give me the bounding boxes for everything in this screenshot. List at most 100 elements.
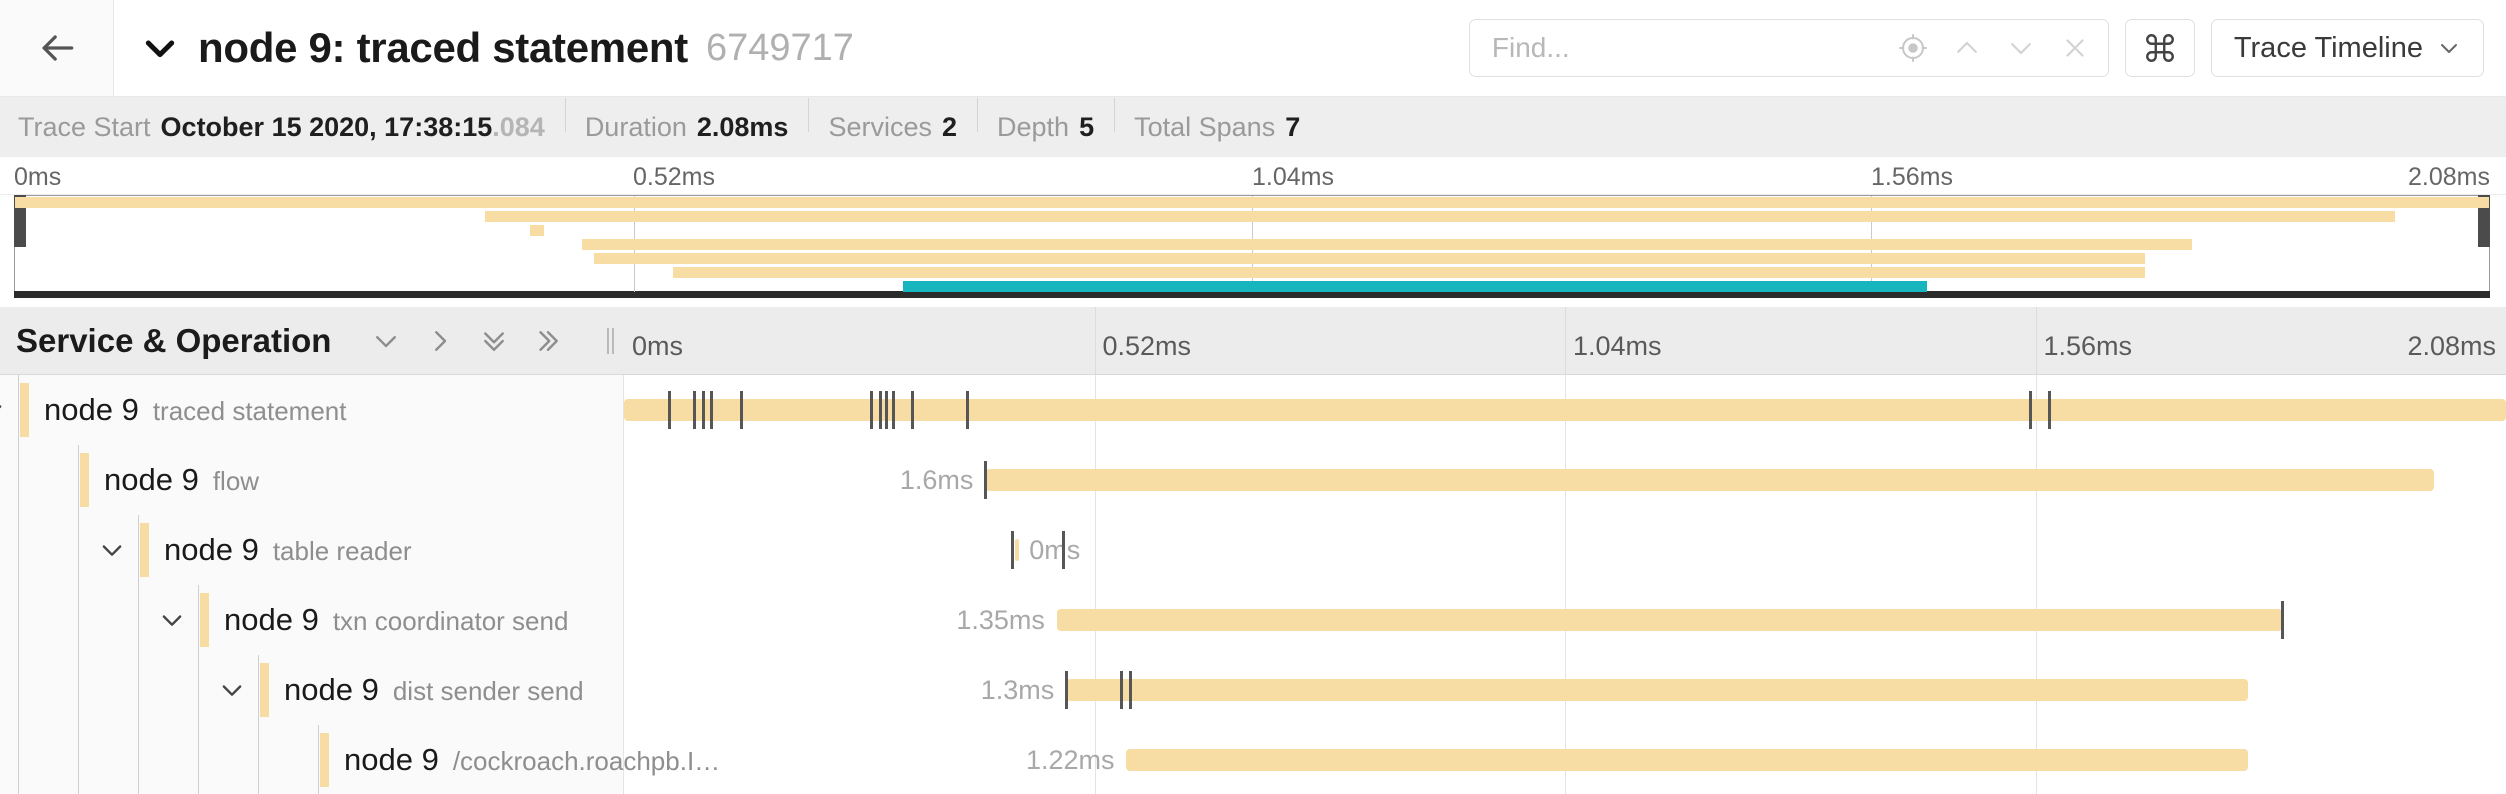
- keyboard-shortcuts-button[interactable]: [2124, 19, 2195, 77]
- span-log-marker[interactable]: [910, 391, 914, 429]
- indent-guide: [198, 585, 199, 655]
- indent-guide: [138, 725, 139, 794]
- timeline-tick-label: 1.04ms: [1573, 331, 1662, 361]
- span-name-cell[interactable]: node 9/cockroach.roachpb.I…: [0, 725, 720, 794]
- span-expand-toggle[interactable]: [94, 532, 130, 568]
- span-name-cell[interactable]: node 9 txn coordinator send: [0, 585, 624, 655]
- summary-key: Depth: [997, 111, 1070, 142]
- span-label-group: node 9 dist sender send: [284, 672, 584, 708]
- expand-all-icon[interactable]: [475, 322, 513, 360]
- indent-guide: [78, 515, 79, 585]
- chevron-down-icon: [0, 405, 2, 409]
- table-row[interactable]: node 9 txn coordinator send 1.35ms: [0, 585, 2506, 655]
- span-log-marker[interactable]: [739, 391, 743, 429]
- span-log-marker[interactable]: [709, 391, 713, 429]
- span-duration-label: 0ms: [1029, 535, 1081, 565]
- span-log-marker[interactable]: [2047, 391, 2051, 429]
- timeline-tick-label: 0.52ms: [1102, 331, 1192, 361]
- span-log-marker[interactable]: [965, 391, 969, 429]
- span-duration-bar[interactable]: [985, 469, 2435, 491]
- indent-guide: [138, 585, 139, 655]
- table-row[interactable]: node 9 dist sender send 1.3ms: [0, 655, 2506, 725]
- span-duration-label: 1.3ms: [980, 675, 1055, 705]
- next-match-button[interactable]: [1996, 23, 2046, 73]
- span-bar-cell[interactable]: [624, 375, 2506, 445]
- span-log-marker[interactable]: [984, 461, 988, 499]
- span-name-cell[interactable]: node 9 flow: [0, 445, 624, 515]
- span-label-group: node 9 txn coordinator send: [224, 602, 568, 638]
- arrow-left-icon: [42, 35, 73, 61]
- expand-one-icon[interactable]: [367, 322, 405, 360]
- span-log-marker[interactable]: [1065, 671, 1069, 709]
- summary-key: Trace Start: [18, 111, 151, 142]
- summary-value: 7: [1285, 111, 1301, 142]
- column-resize-handle[interactable]: [607, 327, 614, 354]
- span-duration-bar[interactable]: [1056, 609, 2283, 631]
- span-log-marker[interactable]: [1010, 531, 1014, 569]
- span-log-marker[interactable]: [869, 391, 873, 429]
- indent-guide: [18, 515, 19, 585]
- chevron-down-icon: [162, 615, 182, 626]
- minimap-viewport[interactable]: [14, 195, 2490, 298]
- table-row[interactable]: node 9 traced statement: [0, 375, 2506, 445]
- crosshair-icon: [1899, 34, 1927, 62]
- chevron-down-icon: [222, 685, 242, 696]
- back-button[interactable]: [0, 0, 114, 96]
- minimap-drag-handle-left[interactable]: [14, 195, 26, 247]
- table-row[interactable]: node 9 flow 1.6ms: [0, 445, 2506, 515]
- prev-match-button[interactable]: [1942, 23, 1992, 73]
- span-log-marker[interactable]: [878, 391, 882, 429]
- timeline-tick-label: 2.08ms: [2407, 331, 2496, 361]
- collapse-one-icon[interactable]: [421, 322, 459, 360]
- timeline-tick-row: 0ms 0.52ms 1.04ms 1.56ms 2.08ms: [624, 307, 2506, 374]
- span-name-cell[interactable]: node 9 traced statement: [0, 375, 624, 445]
- trace-collapse-toggle[interactable]: [140, 28, 180, 68]
- minimap-drag-handle-right[interactable]: [2478, 195, 2490, 247]
- minimap-span-bar: [529, 225, 545, 236]
- span-log-marker[interactable]: [2281, 601, 2285, 639]
- span-expand-toggle[interactable]: [0, 392, 10, 428]
- span-log-marker[interactable]: [668, 391, 672, 429]
- span-color-swatch: [260, 663, 269, 717]
- span-duration-bar[interactable]: [1126, 749, 2249, 771]
- minimap-span-bar: [15, 197, 2489, 208]
- find-tools: [1888, 23, 2108, 73]
- command-icon: [2145, 34, 2174, 62]
- span-duration-label: 1.35ms: [956, 605, 1045, 635]
- clear-search-button[interactable]: [2050, 23, 2100, 73]
- span-bar-cell[interactable]: 0ms: [624, 515, 2506, 585]
- span-duration-bar[interactable]: [624, 399, 2506, 421]
- focus-match-button[interactable]: [1888, 23, 1938, 73]
- view-mode-select[interactable]: Trace Timeline: [2210, 19, 2484, 77]
- operation-name: flow: [212, 466, 260, 496]
- timeline-tick-label: 1.56ms: [2043, 331, 2133, 361]
- span-expand-toggle[interactable]: [154, 602, 190, 638]
- span-bar-cell[interactable]: 1.22ms: [624, 725, 2506, 794]
- span-log-marker[interactable]: [1119, 671, 1123, 709]
- span-label-group: node 9 table reader: [164, 532, 412, 568]
- span-log-marker[interactable]: [1129, 671, 1133, 709]
- operation-name: table reader: [272, 536, 412, 566]
- span-log-marker[interactable]: [692, 391, 696, 429]
- summary-item: Total Spans 7: [1114, 97, 1320, 143]
- span-bar-cell[interactable]: 1.6ms: [624, 445, 2506, 515]
- span-log-marker[interactable]: [1061, 531, 1065, 569]
- span-name-cell[interactable]: node 9 dist sender send: [0, 655, 624, 725]
- span-log-marker[interactable]: [892, 391, 896, 429]
- search-input[interactable]: [1469, 32, 1888, 64]
- minimap-span-bar: [581, 239, 2193, 250]
- table-row[interactable]: node 9 table reader 0ms: [0, 515, 2506, 585]
- table-row[interactable]: node 9/cockroach.roachpb.I… 1.22ms: [0, 725, 2506, 794]
- span-log-marker[interactable]: [884, 391, 888, 429]
- span-expand-toggle[interactable]: [214, 672, 250, 708]
- span-bar-cell[interactable]: 1.35ms: [624, 585, 2506, 655]
- span-duration-bar[interactable]: [1015, 539, 1020, 561]
- collapse-all-icon[interactable]: [529, 322, 567, 360]
- span-duration-bar[interactable]: [1066, 679, 2249, 701]
- span-bar-cell[interactable]: 1.3ms: [624, 655, 2506, 725]
- span-log-marker[interactable]: [2028, 391, 2032, 429]
- trace-minimap[interactable]: 0ms 0.52ms 1.04ms 1.56ms 2.08ms: [0, 157, 2506, 307]
- span-name-cell[interactable]: node 9 table reader: [0, 515, 624, 585]
- minimap-span-bar: [673, 267, 2146, 278]
- span-log-marker[interactable]: [702, 391, 706, 429]
